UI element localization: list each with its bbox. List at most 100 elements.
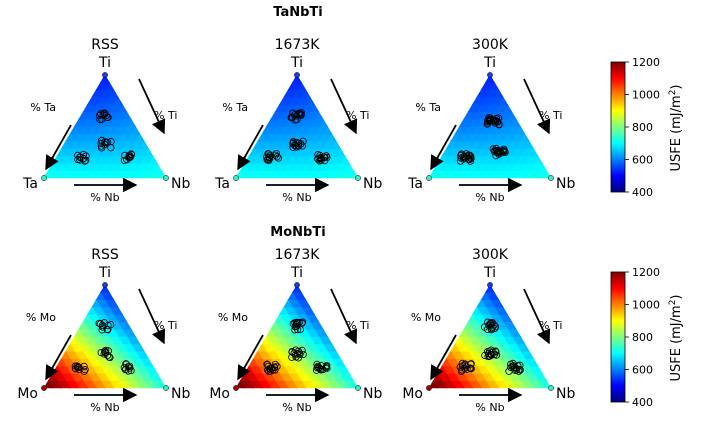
scatter-point bbox=[102, 139, 110, 147]
scatter-point bbox=[97, 139, 105, 148]
ternary-fill bbox=[235, 284, 359, 389]
vertex-marker-top bbox=[102, 282, 108, 288]
colorbar-tick-label: 1000 bbox=[632, 89, 660, 102]
scatter-point bbox=[265, 365, 274, 373]
arrow-right bbox=[138, 288, 166, 345]
vertex-marker-top bbox=[487, 72, 493, 78]
scatter-point bbox=[103, 113, 111, 121]
scatter-points bbox=[456, 113, 509, 165]
scatter-point bbox=[462, 363, 470, 371]
ternary-fill bbox=[235, 74, 359, 179]
scatter-point bbox=[515, 365, 523, 374]
scatter-point bbox=[287, 114, 295, 122]
vertex-label-left: Mo bbox=[402, 386, 423, 402]
scatter-point bbox=[273, 362, 281, 370]
panel-title: RSS bbox=[91, 37, 119, 53]
scatter-point bbox=[491, 146, 499, 154]
scatter-point bbox=[298, 319, 306, 327]
panel-title: 300K bbox=[472, 37, 509, 53]
arrow-label-bottom: % Nb bbox=[475, 401, 504, 414]
ternary-panel-tanbti-1673k: 1673K Ti Ta Nb % Ta % Ti % Nb bbox=[214, 37, 382, 204]
scatter-point bbox=[314, 155, 322, 163]
scatter-point bbox=[95, 111, 104, 120]
vertex-marker-left bbox=[41, 385, 47, 391]
scatter-point bbox=[98, 326, 106, 334]
vertex-marker-left bbox=[41, 175, 47, 181]
colorbar-tick-label: 400 bbox=[632, 186, 653, 199]
scatter-point bbox=[467, 365, 475, 373]
row-title-monbti: MoNbTi bbox=[270, 225, 325, 240]
ternary-panel-monbti-rss: RSS Ti Mo Nb % Mo % Ti % Nb bbox=[17, 247, 190, 414]
arrow-label-bottom: % Nb bbox=[282, 401, 311, 414]
scatter-point bbox=[126, 153, 134, 161]
scatter-point bbox=[459, 362, 467, 370]
arrow-label-right: % Ti bbox=[539, 319, 562, 332]
scatter-point bbox=[126, 362, 134, 370]
colorbar-tick-label: 400 bbox=[632, 396, 653, 409]
scatter-point bbox=[264, 156, 273, 165]
scatter-point bbox=[499, 147, 508, 156]
scatter-point bbox=[264, 150, 272, 158]
scatter-point bbox=[467, 360, 475, 368]
vertex-marker-right bbox=[163, 175, 169, 181]
scatter-point bbox=[104, 321, 112, 330]
scatter-point bbox=[273, 153, 281, 161]
ternary-fill bbox=[43, 284, 167, 389]
scatter-point bbox=[323, 364, 331, 372]
arrow-label-right: % Ti bbox=[154, 109, 177, 122]
vertex-label-left: Mo bbox=[17, 386, 38, 402]
scatter-point bbox=[481, 351, 489, 360]
arrow-left bbox=[45, 124, 72, 171]
vertex-marker-left bbox=[426, 175, 432, 181]
scatter-point bbox=[493, 118, 501, 126]
vertex-marker-left bbox=[426, 385, 432, 391]
scatter-point bbox=[74, 155, 82, 164]
arrow-label-bottom: % Nb bbox=[90, 401, 119, 414]
scatter-point bbox=[316, 157, 324, 165]
scatter-points bbox=[71, 319, 135, 375]
colorbar-tick-label: 1000 bbox=[632, 299, 660, 312]
scatter-point bbox=[294, 142, 302, 150]
scatter-point bbox=[74, 363, 82, 371]
arrow-label-right: % Ti bbox=[154, 319, 177, 332]
scatter-point bbox=[497, 149, 505, 157]
scatter-point bbox=[101, 138, 109, 146]
vertex-label-right: Nb bbox=[363, 176, 382, 192]
scatter-points bbox=[456, 318, 524, 375]
scatter-point bbox=[263, 366, 272, 374]
scatter-point bbox=[271, 360, 279, 369]
vertex-marker-top bbox=[294, 72, 300, 78]
scatter-point bbox=[290, 138, 298, 147]
scatter-point bbox=[294, 326, 302, 334]
scatter-point bbox=[319, 365, 327, 374]
arrow-left bbox=[430, 334, 457, 381]
colorbar-label-bottom: USFE (mJ/m2) bbox=[668, 294, 684, 381]
scatter-point bbox=[457, 367, 466, 375]
panel-title: RSS bbox=[91, 247, 119, 263]
scatter-point bbox=[317, 361, 325, 370]
vertex-label-right: Nb bbox=[556, 386, 575, 402]
scatter-point bbox=[97, 349, 105, 357]
scatter-point bbox=[263, 360, 272, 369]
arrow-label-right: % Ti bbox=[539, 109, 562, 122]
scatter-point bbox=[79, 154, 88, 163]
scatter-point bbox=[467, 155, 475, 163]
scatter-point bbox=[82, 156, 90, 164]
vertex-label-top: Ti bbox=[290, 55, 303, 71]
arrow-right bbox=[330, 78, 358, 135]
scatter-point bbox=[74, 151, 82, 159]
arrow-left bbox=[430, 124, 457, 171]
scatter-point bbox=[105, 353, 113, 361]
scatter-point bbox=[459, 155, 467, 163]
scatter-point bbox=[101, 349, 110, 357]
vertex-label-left: Mo bbox=[209, 386, 230, 402]
vertex-marker-right bbox=[355, 385, 361, 391]
vertex-marker-top bbox=[294, 282, 300, 288]
scatter-point bbox=[293, 139, 301, 147]
arrow-right bbox=[138, 78, 166, 135]
colorbar-tick-label: 1200 bbox=[632, 56, 660, 69]
panel-title: 300K bbox=[472, 247, 509, 263]
panel-title: 1673K bbox=[275, 247, 321, 263]
colorbar-top: 400 600 800 1000 1200 USFE (mJ/m2) bbox=[610, 56, 684, 199]
